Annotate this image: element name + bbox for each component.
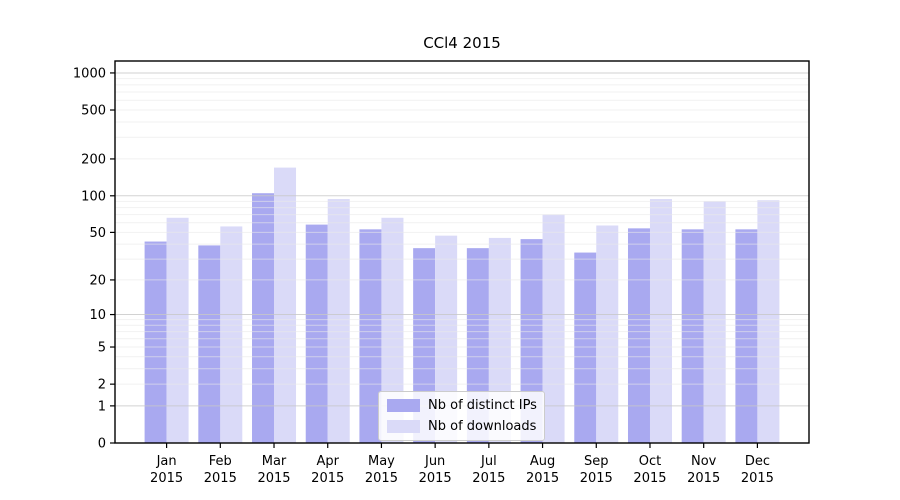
y-tick-label: 2 (98, 378, 106, 393)
legend-label-downloads: Nb of downloads (428, 419, 537, 434)
plot-border (114, 60, 810, 444)
bar-downloads-apr (327, 199, 350, 443)
x-tick-label-year: 2015 (580, 471, 613, 486)
bar-downloads-jan (166, 217, 189, 443)
bar-ips-may (359, 229, 382, 443)
x-tick-label-month: Oct (639, 454, 661, 469)
x-tick-label-month: Jan (156, 454, 177, 469)
x-tick-label-year: 2015 (472, 471, 505, 486)
bar-ips-oct (627, 228, 650, 443)
bar-downloads-aug (542, 214, 565, 443)
x-tick-label-month: May (368, 454, 395, 469)
x-tick-label-month: Sep (584, 454, 609, 469)
y-tick-label: 1000 (73, 66, 106, 81)
x-tick-label-month: Jun (424, 454, 445, 469)
x-tick-label-month: Mar (262, 454, 287, 469)
bar-ips-jan (144, 241, 167, 443)
y-tick-label: 50 (89, 226, 106, 241)
bar-ips-apr (305, 224, 328, 443)
y-tick-label: 200 (81, 152, 106, 167)
x-tick-label-year: 2015 (204, 471, 237, 486)
y-tick-label: 500 (81, 104, 106, 119)
y-tick-label: 10 (89, 308, 106, 323)
x-tick-label-year: 2015 (257, 471, 290, 486)
y-tick-label: 100 (81, 189, 106, 204)
bar-ips-nov (681, 229, 704, 443)
legend-swatch-ips (387, 399, 420, 412)
x-tick-label-month: Jul (480, 454, 497, 469)
x-tick-label-year: 2015 (365, 471, 398, 486)
bar-downloads-may (381, 217, 404, 443)
bar-downloads-sep (596, 225, 619, 443)
x-tick-label-month: Feb (209, 454, 232, 469)
y-tick-label: 20 (89, 273, 106, 288)
x-tick-label-month: Nov (691, 454, 717, 469)
bar-ips-feb (198, 245, 221, 443)
x-tick-label-year: 2015 (419, 471, 452, 486)
chart-title: CCl4 2015 (423, 34, 501, 52)
bar-ips-sep (574, 252, 597, 443)
x-tick-label-year: 2015 (633, 471, 666, 486)
x-tick-label-month: Apr (316, 454, 339, 469)
bar-downloads-feb (220, 226, 243, 443)
legend-item-downloads: Nb of downloads (387, 419, 537, 434)
legend: Nb of distinct IPs Nb of downloads (378, 391, 545, 441)
x-tick-label-month: Dec (745, 454, 770, 469)
x-tick-label-year: 2015 (741, 471, 774, 486)
legend-item-ips: Nb of distinct IPs (387, 398, 537, 413)
bar-downloads-oct (649, 199, 672, 443)
bar-ips-dec (735, 229, 758, 443)
x-tick-label-year: 2015 (150, 471, 183, 486)
bar-downloads-nov (703, 201, 726, 443)
bar-ips-mar (252, 193, 275, 443)
x-tick-label-year: 2015 (687, 471, 720, 486)
x-tick-label-month: Aug (530, 454, 555, 469)
y-tick-label: 1 (98, 399, 106, 414)
legend-swatch-downloads (387, 420, 420, 433)
bar-downloads-mar (274, 167, 297, 443)
x-tick-label-year: 2015 (311, 471, 344, 486)
y-tick-label: 5 (98, 341, 106, 356)
bar-downloads-dec (757, 200, 780, 443)
x-tick-label-year: 2015 (526, 471, 559, 486)
y-tick-label: 0 (98, 437, 106, 452)
legend-label-ips: Nb of distinct IPs (428, 398, 537, 413)
